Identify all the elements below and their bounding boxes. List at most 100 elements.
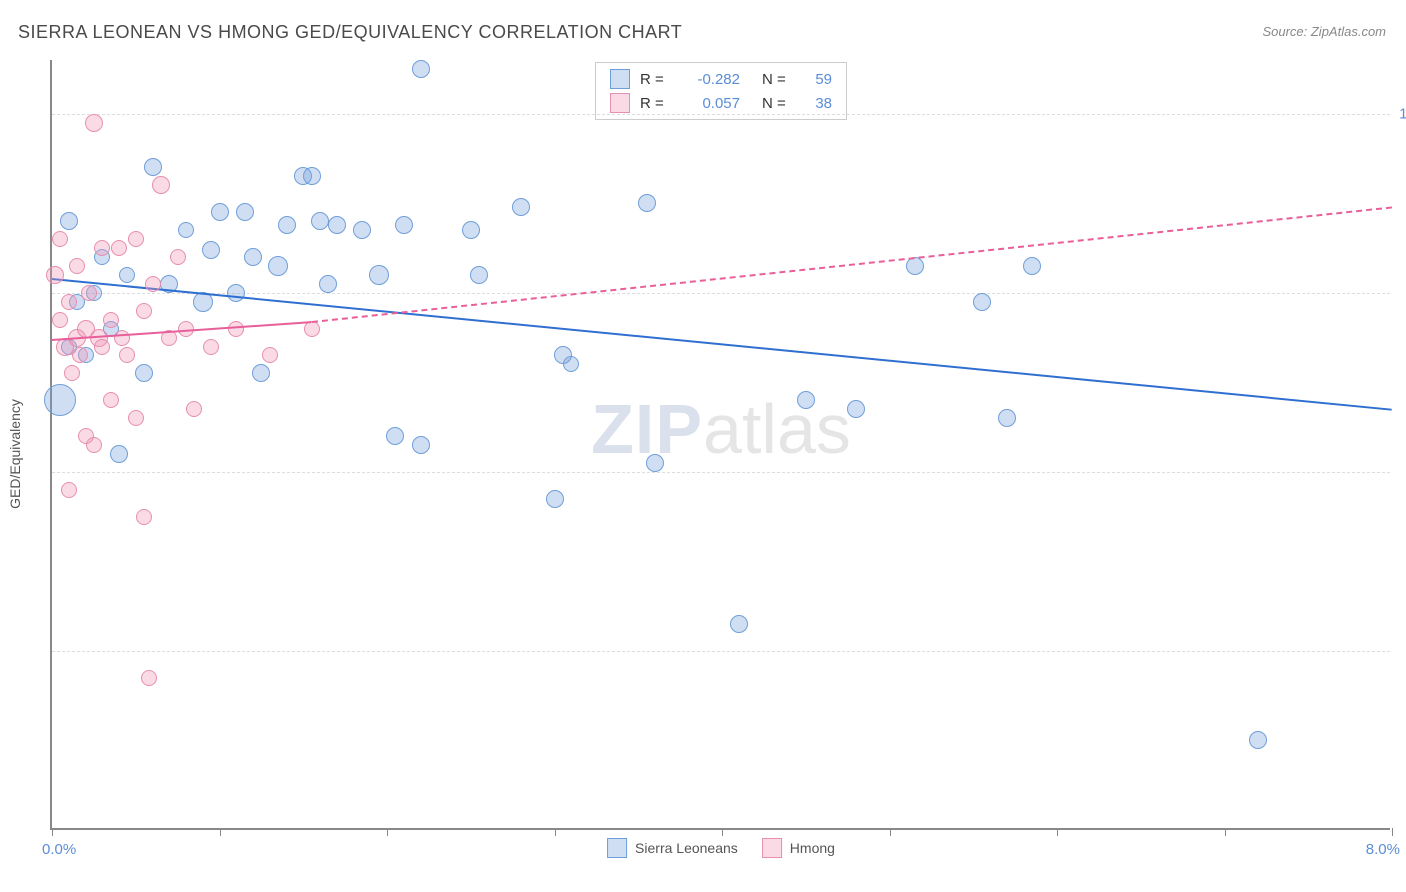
legend-swatch xyxy=(607,838,627,858)
legend-stat-row: R = -0.282 N = 59 xyxy=(610,67,832,91)
data-point xyxy=(61,482,77,498)
legend-series-item: Sierra Leoneans xyxy=(607,838,738,858)
data-point xyxy=(94,240,110,256)
data-point xyxy=(103,312,119,328)
data-point xyxy=(797,391,815,409)
legend-series-label: Hmong xyxy=(790,840,835,856)
legend-r-label: R = xyxy=(640,71,670,88)
legend-n-label: N = xyxy=(762,95,792,112)
data-point xyxy=(136,509,152,525)
data-point xyxy=(311,212,329,230)
legend-r-value: 0.057 xyxy=(680,95,740,112)
data-point xyxy=(144,158,162,176)
chart-container: SIERRA LEONEAN VS HMONG GED/EQUIVALENCY … xyxy=(0,0,1406,892)
x-tick xyxy=(220,828,221,836)
data-point xyxy=(152,176,170,194)
data-point xyxy=(94,339,110,355)
legend-stat-row: R = 0.057 N = 38 xyxy=(610,91,832,115)
legend-swatch xyxy=(610,93,630,113)
data-point xyxy=(244,248,262,266)
legend-series-item: Hmong xyxy=(762,838,835,858)
data-point xyxy=(119,267,135,283)
data-point xyxy=(178,222,194,238)
data-point xyxy=(85,114,103,132)
legend-swatch xyxy=(610,69,630,89)
legend-series-label: Sierra Leoneans xyxy=(635,840,738,856)
data-point xyxy=(141,670,157,686)
y-axis-title: GED/Equivalency xyxy=(7,399,23,509)
data-point xyxy=(227,284,245,302)
data-point xyxy=(202,241,220,259)
data-point xyxy=(395,216,413,234)
plot-area: ZIPatlas R =-0.282N =59R =0.057N =38 0.0… xyxy=(50,60,1390,830)
data-point xyxy=(136,303,152,319)
watermark-zip: ZIP xyxy=(591,390,703,468)
data-point xyxy=(847,400,865,418)
data-point xyxy=(730,615,748,633)
data-point xyxy=(973,293,991,311)
data-point xyxy=(135,364,153,382)
trend-line xyxy=(52,278,1392,411)
data-point xyxy=(128,410,144,426)
legend-n-label: N = xyxy=(762,71,792,88)
x-tick xyxy=(1392,828,1393,836)
data-point xyxy=(145,276,161,292)
legend-n-value: 59 xyxy=(802,71,832,88)
watermark-atlas: atlas xyxy=(703,390,851,468)
data-point xyxy=(128,231,144,247)
gridline xyxy=(52,472,1390,473)
data-point xyxy=(319,275,337,293)
data-point xyxy=(46,266,64,284)
data-point xyxy=(69,258,85,274)
data-point xyxy=(412,60,430,78)
data-point xyxy=(303,167,321,185)
x-axis-min-label: 0.0% xyxy=(42,841,76,858)
x-tick xyxy=(1057,828,1058,836)
data-point xyxy=(44,384,76,416)
x-tick xyxy=(890,828,891,836)
x-tick xyxy=(52,828,53,836)
data-point xyxy=(60,212,78,230)
data-point xyxy=(86,437,102,453)
data-point xyxy=(52,231,68,247)
data-point xyxy=(186,401,202,417)
data-point xyxy=(110,445,128,463)
data-point xyxy=(81,285,97,301)
data-point xyxy=(369,265,389,285)
data-point xyxy=(103,392,119,408)
legend-r-value: -0.282 xyxy=(680,71,740,88)
data-point xyxy=(328,216,346,234)
x-axis-max-label: 8.0% xyxy=(1366,841,1400,858)
legend-series: Sierra Leoneans Hmong xyxy=(607,838,835,858)
data-point xyxy=(563,356,579,372)
x-tick xyxy=(555,828,556,836)
data-point xyxy=(512,198,530,216)
data-point xyxy=(1249,731,1267,749)
chart-title: SIERRA LEONEAN VS HMONG GED/EQUIVALENCY … xyxy=(18,22,682,43)
data-point xyxy=(236,203,254,221)
data-point xyxy=(211,203,229,221)
x-tick xyxy=(387,828,388,836)
data-point xyxy=(646,454,664,472)
data-point xyxy=(262,347,278,363)
gridline xyxy=(52,651,1390,652)
data-point xyxy=(64,365,80,381)
source-attribution: Source: ZipAtlas.com xyxy=(1262,24,1386,39)
data-point xyxy=(470,266,488,284)
data-point xyxy=(268,256,288,276)
data-point xyxy=(52,312,68,328)
data-point xyxy=(119,347,135,363)
legend-r-label: R = xyxy=(640,95,670,112)
data-point xyxy=(170,249,186,265)
data-point xyxy=(61,294,77,310)
data-point xyxy=(412,436,430,454)
data-point xyxy=(1023,257,1041,275)
data-point xyxy=(111,240,127,256)
y-tick-label: 100.0% xyxy=(1399,105,1406,122)
data-point xyxy=(638,194,656,212)
data-point xyxy=(386,427,404,445)
legend-swatch xyxy=(762,838,782,858)
data-point xyxy=(203,339,219,355)
legend-n-value: 38 xyxy=(802,95,832,112)
data-point xyxy=(72,347,88,363)
